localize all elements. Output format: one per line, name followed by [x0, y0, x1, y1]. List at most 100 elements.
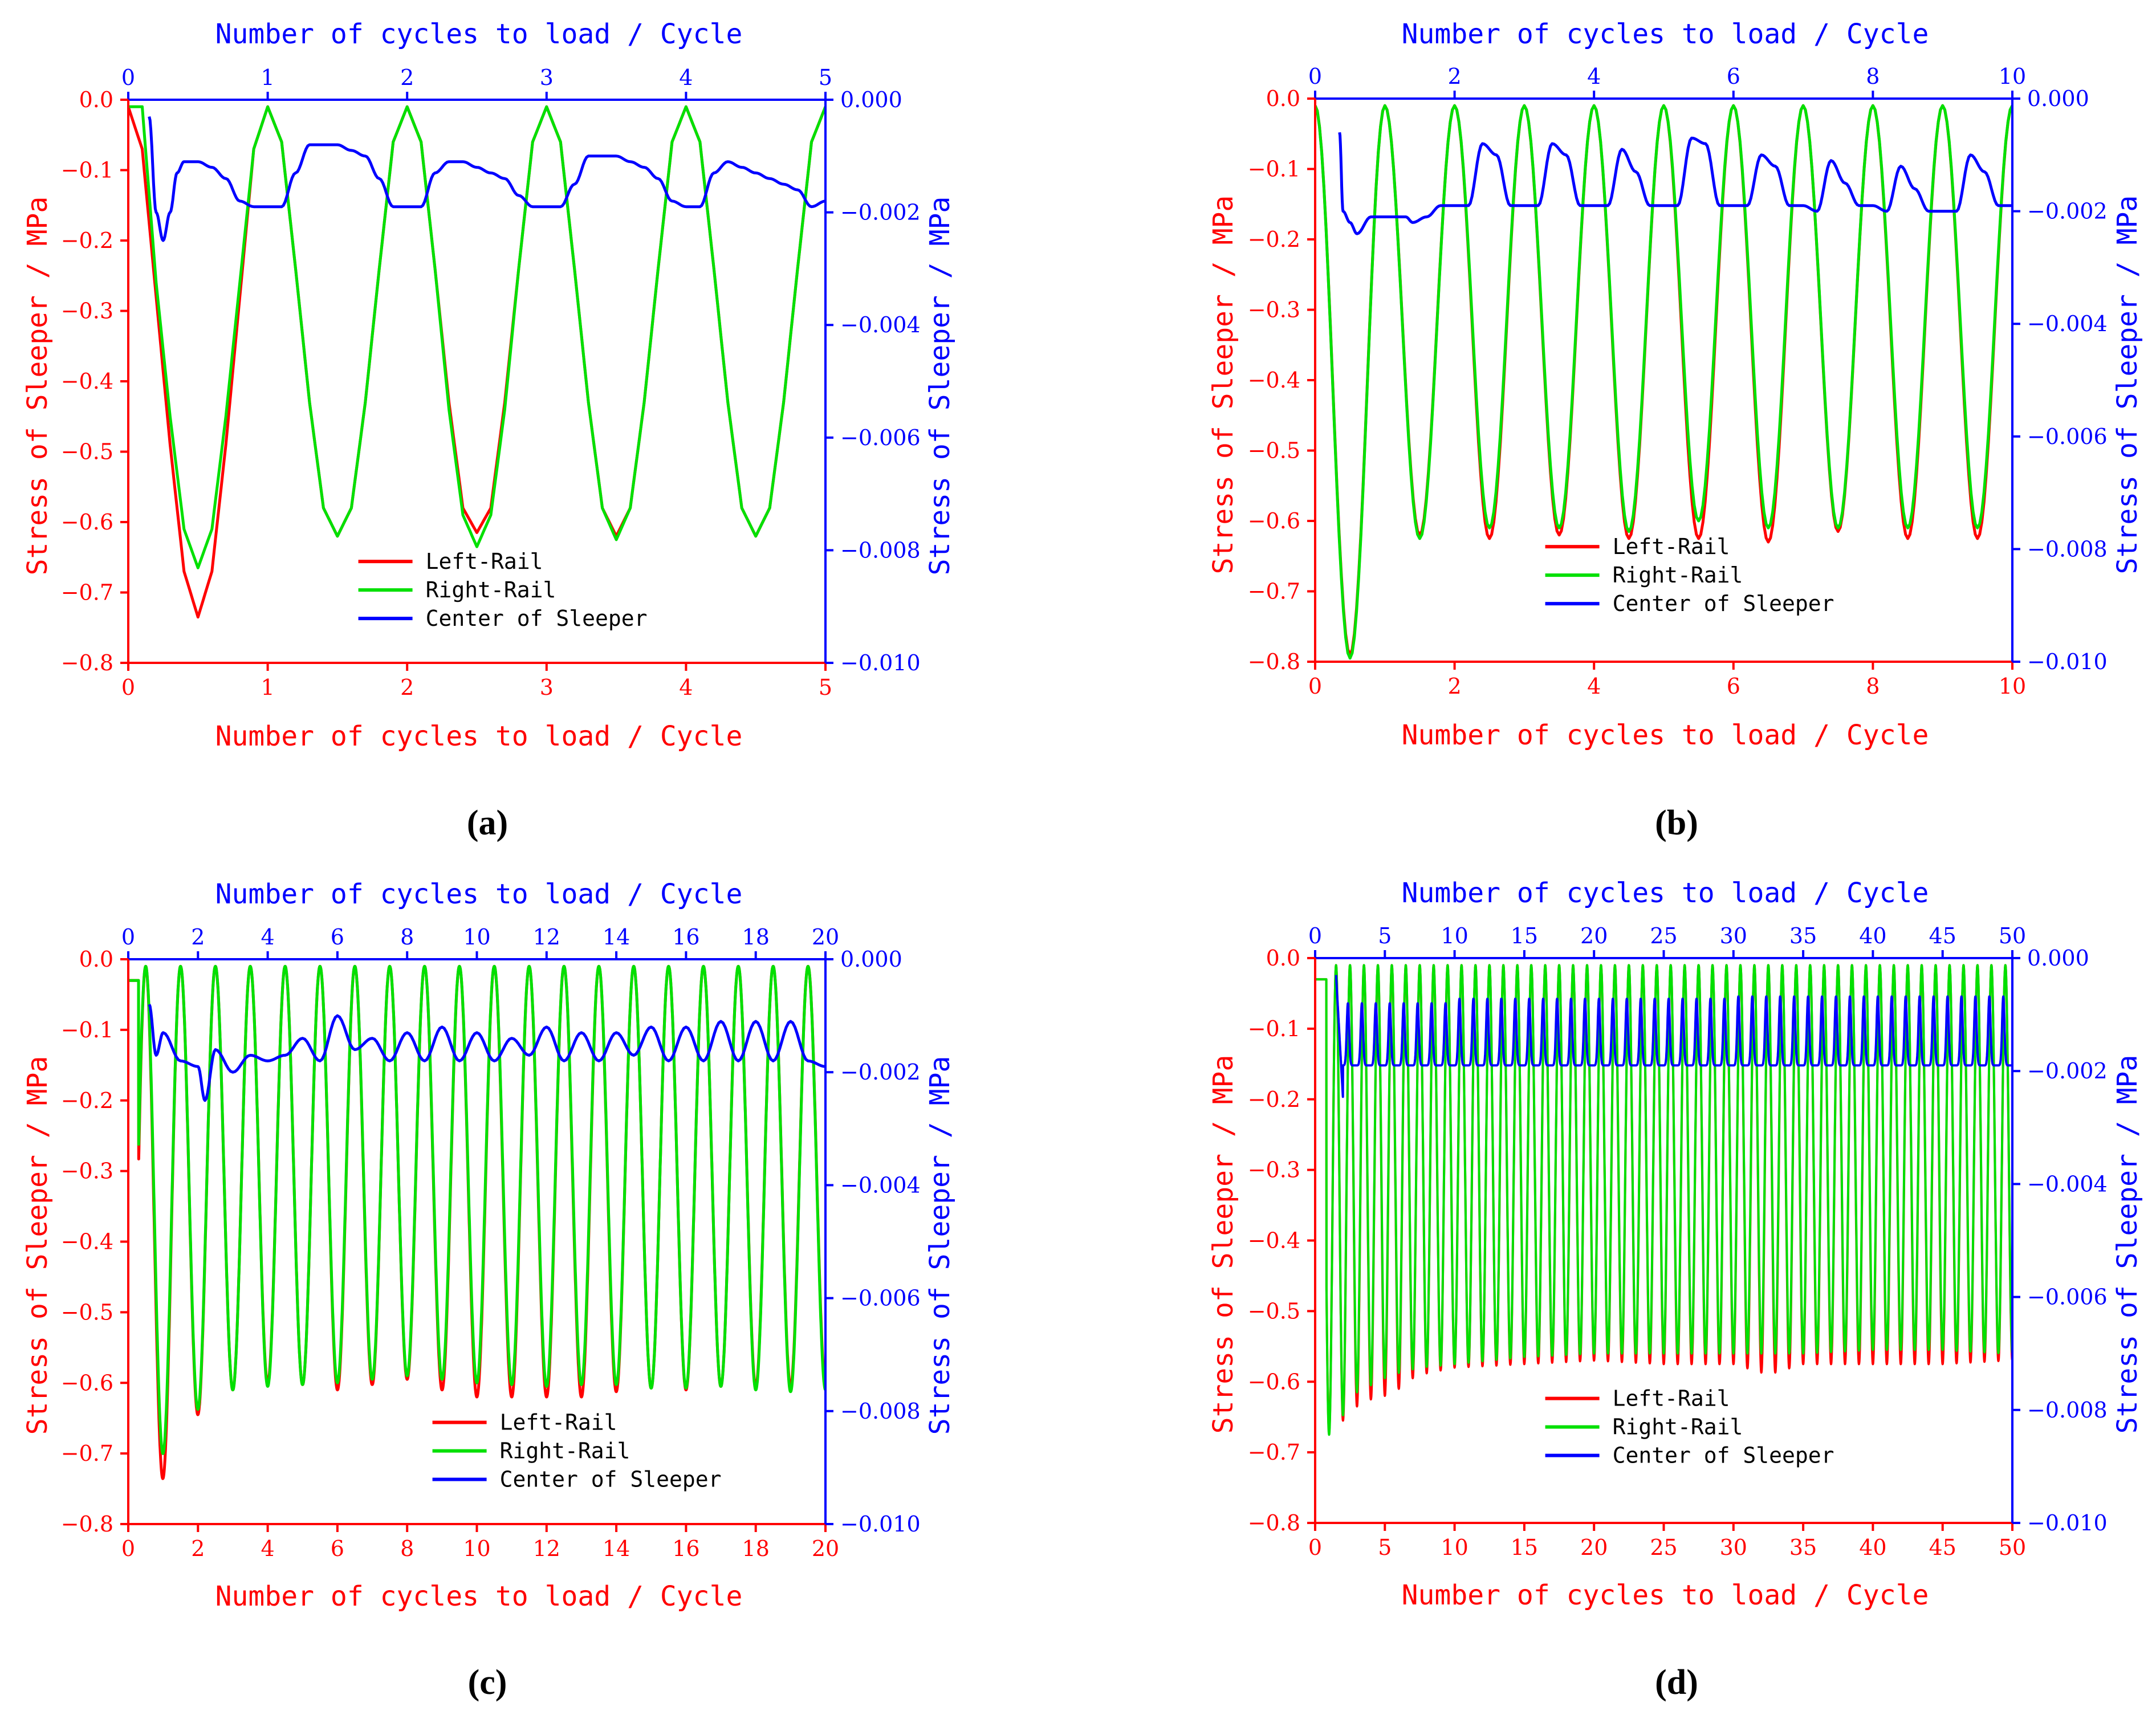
top-axis-title: Number of cycles to load / Cycle	[1402, 18, 1929, 50]
left-tick-label: −0.6	[61, 1370, 113, 1395]
top-tick-label: 8	[400, 924, 414, 950]
left-tick-label: −0.1	[61, 158, 113, 183]
left-axis-title: Stress of Sleeper / MPa	[22, 197, 54, 576]
bottom-tick-label: 2	[191, 1536, 205, 1561]
bottom-tick-label: 12	[533, 1536, 560, 1561]
bottom-tick-label: 10	[1441, 1535, 1468, 1560]
right-tick-label: −0.008	[840, 1399, 921, 1424]
bottom-tick-label: 15	[1511, 1535, 1538, 1560]
legend-label: Center of Sleeper	[500, 1467, 722, 1492]
left-tick-label: −0.6	[1248, 508, 1300, 533]
center-of-sleeper-line	[148, 1004, 825, 1102]
bottom-tick-label: 14	[603, 1536, 630, 1561]
bottom-tick-label: 0	[1308, 1535, 1322, 1560]
top-tick-label: 0	[1308, 923, 1322, 948]
right-tick-label: −0.002	[840, 1060, 921, 1085]
bottom-axis-title: Number of cycles to load / Cycle	[1402, 719, 1929, 751]
right-tick-label: −0.004	[2027, 1171, 2108, 1196]
bottom-tick-label: 8	[400, 1536, 414, 1561]
left-tick-label: 0.0	[1266, 946, 1300, 971]
right-tick-label: 0.000	[2027, 86, 2089, 111]
right-axis-title: Stress of Sleeper / MPa	[924, 197, 956, 576]
left-tick-label: 0.0	[1266, 86, 1300, 111]
right-tick-label: −0.002	[2027, 1058, 2108, 1083]
top-axis-title: Number of cycles to load / Cycle	[215, 18, 743, 50]
left-axis-title: Stress of Sleeper / MPa	[22, 1056, 54, 1435]
left-tick-label: −0.2	[61, 1088, 113, 1113]
bottom-tick-label: 0	[1308, 674, 1322, 699]
bottom-tick-label: 6	[1727, 674, 1740, 699]
top-tick-label: 0	[121, 924, 135, 950]
left-tick-label: −0.7	[1248, 579, 1300, 604]
legend-label: Right-Rail	[500, 1439, 630, 1464]
top-tick-label: 0	[1308, 64, 1322, 89]
left-tick-label: −0.5	[1248, 438, 1300, 463]
legend-label: Left-Rail	[1613, 534, 1730, 559]
right-tick-label: −0.006	[2027, 1285, 2108, 1310]
legend-label: Right-Rail	[1613, 563, 1743, 588]
right-tick-label: 0.000	[840, 947, 902, 972]
legend-label: Right-Rail	[1613, 1415, 1743, 1440]
right-tick-label: −0.010	[2027, 649, 2108, 674]
bottom-tick-label: 2	[1448, 674, 1462, 699]
bottom-tick-label: 0	[121, 675, 135, 700]
right-tick-label: −0.004	[840, 312, 921, 337]
right-tick-label: −0.002	[840, 200, 921, 225]
top-tick-label: 6	[1727, 64, 1740, 89]
bottom-tick-label: 35	[1789, 1535, 1817, 1560]
top-tick-label: 5	[1378, 923, 1392, 948]
left-axis-title: Stress of Sleeper / MPa	[1207, 195, 1239, 575]
right-axis-title: Stress of Sleeper / MPa	[2112, 1055, 2143, 1434]
left-tick-label: −0.5	[61, 439, 113, 465]
top-tick-label: 3	[540, 65, 554, 90]
right-rail-line	[1315, 964, 2012, 1436]
plot-area	[128, 964, 825, 1480]
left-tick-label: −0.3	[61, 1159, 113, 1184]
bottom-axis-title: Number of cycles to load / Cycle	[1402, 1579, 1929, 1611]
bottom-axis-title: Number of cycles to load / Cycle	[215, 1580, 743, 1612]
left-tick-label: −0.5	[61, 1300, 113, 1325]
bottom-tick-label: 18	[742, 1536, 770, 1561]
left-tick-label: −0.8	[1248, 649, 1300, 674]
bottom-tick-label: 10	[463, 1536, 490, 1561]
bottom-tick-label: 0	[121, 1536, 135, 1561]
right-tick-label: −0.004	[2027, 311, 2108, 336]
panel-label: (b)	[1655, 804, 1698, 842]
left-tick-label: −0.5	[1248, 1298, 1300, 1323]
bottom-tick-label: 16	[672, 1536, 699, 1561]
right-tick-label: −0.010	[2027, 1510, 2108, 1535]
legend-label: Left-Rail	[1613, 1386, 1730, 1411]
top-tick-label: 1	[261, 65, 275, 90]
bottom-tick-label: 6	[331, 1536, 344, 1561]
left-tick-label: −0.2	[61, 228, 113, 253]
panel-c: Number of cycles to load / Cycle Number …	[22, 878, 956, 1702]
legend-label: Left-Rail	[426, 549, 543, 574]
top-tick-label: 15	[1511, 923, 1538, 948]
left-tick-label: −0.4	[61, 1229, 113, 1254]
top-tick-label: 4	[679, 65, 693, 90]
top-tick-label: 10	[1441, 923, 1468, 948]
plot-area	[128, 105, 825, 619]
left-tick-label: −0.7	[1248, 1440, 1300, 1465]
bottom-axis-title: Number of cycles to load / Cycle	[215, 720, 743, 752]
top-tick-label: 16	[672, 924, 699, 950]
legend: Left-Rail Right-Rail Center of Sleeper	[432, 1410, 722, 1492]
top-tick-label: 20	[812, 924, 839, 950]
bottom-tick-label: 20	[812, 1536, 839, 1561]
right-tick-label: −0.008	[2027, 536, 2108, 561]
left-tick-label: −0.1	[1248, 1016, 1300, 1041]
legend: Left-Rail Right-Rail Center of Sleeper	[1545, 534, 1834, 616]
top-tick-label: 35	[1789, 923, 1817, 948]
right-tick-label: −0.006	[2027, 424, 2108, 449]
left-tick-label: −0.4	[1248, 368, 1300, 393]
bottom-tick-label: 4	[261, 1536, 275, 1561]
legend-label: Left-Rail	[500, 1410, 617, 1435]
left-tick-label: −0.2	[1248, 1087, 1300, 1112]
right-tick-label: −0.004	[840, 1172, 921, 1197]
left-tick-label: −0.1	[61, 1017, 113, 1042]
center-of-sleeper-line	[1338, 132, 2012, 235]
right-tick-label: 0.000	[2027, 946, 2089, 971]
right-tick-label: 0.000	[840, 87, 902, 112]
bottom-tick-label: 4	[1587, 674, 1601, 699]
